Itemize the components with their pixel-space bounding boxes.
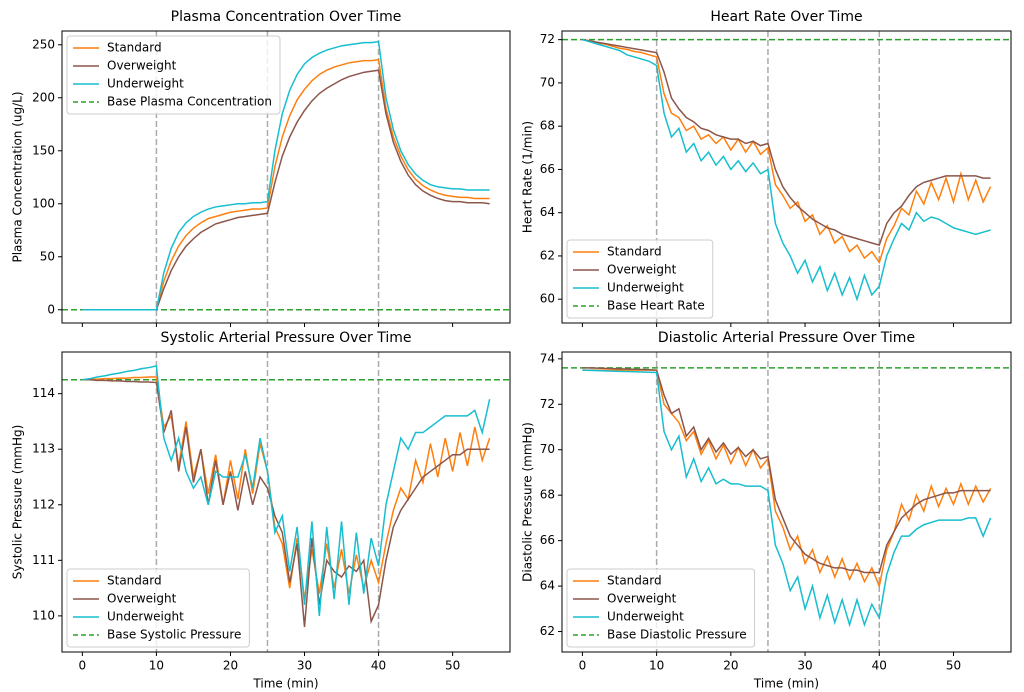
y-tick-label: 68 xyxy=(540,488,555,502)
y-tick-label: 62 xyxy=(540,248,555,262)
series-line xyxy=(582,38,991,302)
legend: Standard Overweight Underweight Base Systol… xyxy=(66,568,250,648)
legend-label: Overweight xyxy=(607,592,677,606)
series-line xyxy=(82,376,491,600)
y-tick-label: 50 xyxy=(40,249,55,263)
legend: Standard Overweight Underweight Base Heart … xyxy=(566,239,714,319)
axes-frame xyxy=(561,351,1012,653)
x-tick-label: 10 xyxy=(149,659,164,673)
x-axis-label: Time (min) xyxy=(753,677,819,691)
x-tick-label: 30 xyxy=(297,659,312,673)
chart-title: Plasma Concentration Over Time xyxy=(171,9,402,25)
legend-box xyxy=(66,568,250,648)
y-tick-label: 72 xyxy=(540,32,555,46)
legend-box xyxy=(66,35,281,115)
subplot: 60 62 64 66 68 70 72 Heart Rate Over Time Heart … xyxy=(521,9,1012,327)
y-tick-label: 111 xyxy=(32,553,55,567)
legend-label: Base Systolic Pressure xyxy=(107,628,241,642)
y-tick-label: 250 xyxy=(32,37,55,51)
legend-label: Standard xyxy=(607,574,662,588)
chart-title: Diastolic Arterial Pressure Over Time xyxy=(658,330,915,346)
y-tick-label: 66 xyxy=(540,533,555,547)
legend-label: Underweight xyxy=(607,281,684,295)
y-axis-label: Diastolic Pressure (mmHg) xyxy=(521,422,535,582)
legend-box xyxy=(566,568,756,648)
series-line xyxy=(582,369,992,589)
series-line xyxy=(582,38,992,265)
y-tick-label: 70 xyxy=(540,75,555,89)
legend-label: Base Diastolic Pressure xyxy=(607,628,747,642)
legend: Standard Overweight Underweight Base Plasma… xyxy=(66,35,281,115)
series-line xyxy=(582,38,991,247)
legend-label: Underweight xyxy=(107,77,184,91)
y-tick-label: 64 xyxy=(540,205,555,219)
y-axis-label: Plasma Concentration (ug/L) xyxy=(11,91,25,262)
y-axis-label: Systolic Pressure (mmHg) xyxy=(11,425,25,580)
x-tick-label: 0 xyxy=(79,659,87,673)
y-tick-label: 70 xyxy=(540,442,555,456)
series-line xyxy=(582,367,991,574)
x-tick-label: 20 xyxy=(723,659,738,673)
x-tick-label: 50 xyxy=(445,659,460,673)
legend: Standard Overweight Underweight Base Diasto… xyxy=(566,568,756,648)
x-tick-label: 0 xyxy=(579,659,587,673)
y-tick-label: 112 xyxy=(32,497,55,511)
chart-title: Systolic Arterial Pressure Over Time xyxy=(160,330,411,346)
y-tick-label: 74 xyxy=(540,351,555,365)
legend-label: Overweight xyxy=(107,59,177,73)
x-tick-label: 30 xyxy=(797,659,812,673)
x-axis-label: Time (min) xyxy=(252,677,318,691)
y-tick-label: 72 xyxy=(540,397,555,411)
x-tick-label: 40 xyxy=(371,659,386,673)
series-line xyxy=(82,364,491,616)
series-line xyxy=(82,379,490,628)
y-tick-label: 64 xyxy=(540,579,555,593)
series-line xyxy=(82,40,490,311)
y-tick-label: 62 xyxy=(540,624,555,638)
subplot: 62 64 66 68 70 72 74 0 10 20 30 40 50 Diastolic Arter… xyxy=(521,330,1012,691)
legend-label: Underweight xyxy=(107,610,184,624)
y-tick-label: 100 xyxy=(32,196,55,210)
legend-label: Standard xyxy=(107,41,162,55)
axes-frame xyxy=(61,30,511,324)
subplot: 110 111 112 113 114 0 10 20 30 40 50 Systolic Arter… xyxy=(11,330,511,691)
y-tick-label: 114 xyxy=(32,386,55,400)
y-tick-label: 150 xyxy=(32,143,55,157)
legend-label: Overweight xyxy=(107,592,177,606)
x-tick-label: 50 xyxy=(946,659,961,673)
legend-label: Base Heart Rate xyxy=(607,299,705,313)
axes-frame xyxy=(561,30,1012,324)
y-tick-label: 68 xyxy=(540,119,555,133)
y-tick-label: 0 xyxy=(47,302,55,316)
y-tick-label: 113 xyxy=(32,442,55,456)
y-tick-label: 60 xyxy=(540,292,555,306)
series-line xyxy=(582,369,992,628)
legend-label: Underweight xyxy=(607,610,684,624)
y-tick-label: 200 xyxy=(32,90,55,104)
legend-label: Base Plasma Concentration xyxy=(107,95,272,109)
legend-label: Standard xyxy=(107,574,162,588)
chart-title: Heart Rate Over Time xyxy=(710,9,862,25)
y-axis-label: Heart Rate (1/min) xyxy=(521,121,535,233)
x-tick-label: 10 xyxy=(649,659,664,673)
subplot: 0 50 100 150 200 250 Plasma Concentration Over… xyxy=(11,9,511,327)
y-tick-label: 110 xyxy=(32,608,55,622)
axes-frame xyxy=(61,351,511,653)
x-tick-label: 20 xyxy=(223,659,238,673)
legend-label: Overweight xyxy=(607,263,677,277)
x-tick-label: 40 xyxy=(872,659,887,673)
y-tick-label: 66 xyxy=(540,162,555,176)
legend-box xyxy=(566,239,714,319)
legend-label: Standard xyxy=(607,245,662,259)
